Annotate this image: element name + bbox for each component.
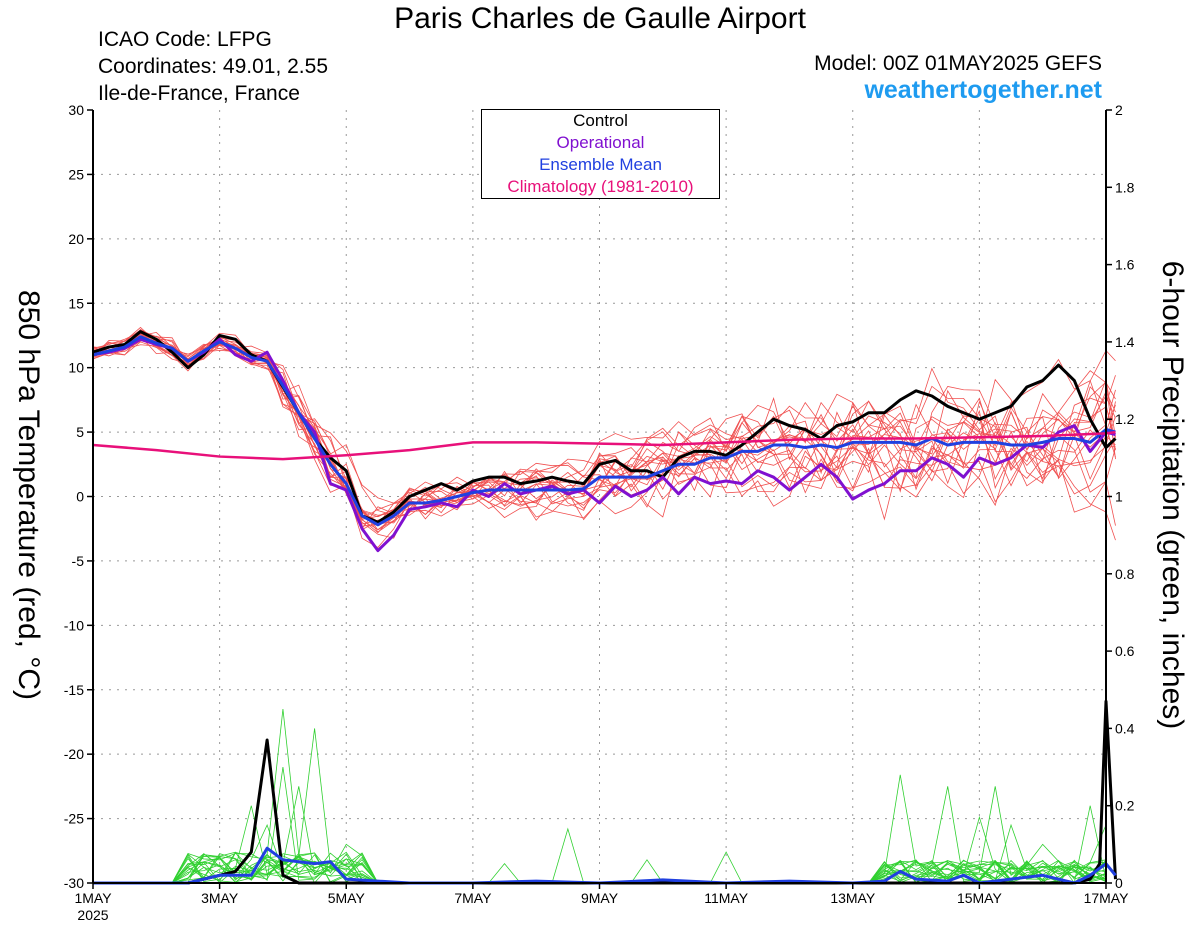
temperature-ensemble-mean-line bbox=[92, 335, 1116, 527]
temperature-member-line bbox=[92, 332, 1116, 520]
y-tick-label-right: 1.6 bbox=[1115, 257, 1135, 273]
y-tick-label-right: 0 bbox=[1115, 875, 1123, 891]
temperature-member-line bbox=[92, 333, 1116, 539]
coordinates: Coordinates: 49.01, 2.55 bbox=[98, 55, 328, 78]
y-tick-label-right: 0.2 bbox=[1115, 798, 1135, 814]
temperature-member-line bbox=[92, 332, 1116, 527]
x-year-label: 2025 bbox=[77, 907, 108, 923]
site-link[interactable]: weathertogether.net bbox=[864, 76, 1102, 104]
y-tick-label-left: 30 bbox=[68, 102, 84, 118]
icao-code: ICAO Code: LFPG bbox=[98, 28, 272, 51]
legend: Control Operational Ensemble Mean Climat… bbox=[481, 109, 720, 199]
x-tick-label: 17MAY bbox=[1084, 890, 1130, 906]
temperature-member-line bbox=[92, 336, 1116, 548]
precipitation-control-line bbox=[93, 699, 1117, 885]
temperature-operational-line bbox=[92, 337, 1116, 553]
y-tick-label-right: 2 bbox=[1115, 102, 1123, 118]
x-tick-label: 1MAY bbox=[74, 890, 112, 906]
model-run: Model: 00Z 01MAY2025 GEFS bbox=[814, 52, 1102, 75]
y-tick-label-left: -20 bbox=[64, 746, 84, 762]
x-tick-label: 9MAY bbox=[581, 890, 619, 906]
y-tick-label-right: 1 bbox=[1115, 489, 1123, 505]
temperature-member-line bbox=[92, 341, 1116, 531]
y-tick-label-left: -5 bbox=[72, 553, 85, 569]
x-tick-label: 7MAY bbox=[454, 890, 492, 906]
y-tick-label-left: 20 bbox=[68, 231, 84, 247]
precipitation-ensemble-mean-line bbox=[93, 846, 1117, 885]
y-tick-label-left: 5 bbox=[76, 424, 84, 440]
temperature-member-line bbox=[92, 329, 1116, 525]
temperature-member-line bbox=[92, 344, 1116, 526]
y-tick-label-left: 0 bbox=[76, 489, 84, 505]
x-tick-label: 11MAY bbox=[704, 890, 748, 906]
x-tick-label: 3MAY bbox=[201, 890, 239, 906]
legend-operational: Operational bbox=[556, 133, 645, 152]
y-tick-label-left: -30 bbox=[64, 875, 84, 891]
y-tick-label-right: 1.8 bbox=[1115, 179, 1135, 195]
legend-control: Control bbox=[573, 111, 628, 130]
temperature-member-line bbox=[92, 335, 1116, 521]
x-tick-label: 5MAY bbox=[328, 890, 366, 906]
y-tick-label-right: 1.2 bbox=[1115, 411, 1135, 427]
y-tick-label-right: 0.4 bbox=[1115, 720, 1135, 736]
y-tick-label-left: -15 bbox=[64, 682, 84, 698]
y-axis-label-left: 850 hPa Temperature (red, °C) bbox=[12, 290, 45, 700]
y-tick-label-right: 0.8 bbox=[1115, 566, 1135, 582]
chart-title: Paris Charles de Gaulle Airport bbox=[394, 2, 806, 35]
x-tick-label: 15MAY bbox=[957, 890, 1003, 906]
y-tick-label-right: 0.6 bbox=[1115, 643, 1135, 659]
y-tick-label-left: 25 bbox=[68, 166, 84, 182]
temperature-climatology-line bbox=[92, 430, 1116, 461]
y-tick-label-left: 15 bbox=[68, 295, 84, 311]
legend-ensemble-mean: Ensemble Mean bbox=[539, 155, 662, 174]
x-tick-label: 13MAY bbox=[830, 890, 876, 906]
y-tick-label-left: 10 bbox=[68, 360, 84, 376]
region: Ile-de-France, France bbox=[98, 82, 300, 105]
legend-climatology: Climatology (1981-2010) bbox=[507, 177, 694, 196]
y-tick-label-left: -25 bbox=[64, 811, 84, 827]
y-axis-label-right: 6-hour Precipitation (green, inches) bbox=[1156, 260, 1189, 730]
y-tick-label-right: 1.4 bbox=[1115, 334, 1135, 350]
y-tick-label-left: -10 bbox=[64, 617, 84, 633]
